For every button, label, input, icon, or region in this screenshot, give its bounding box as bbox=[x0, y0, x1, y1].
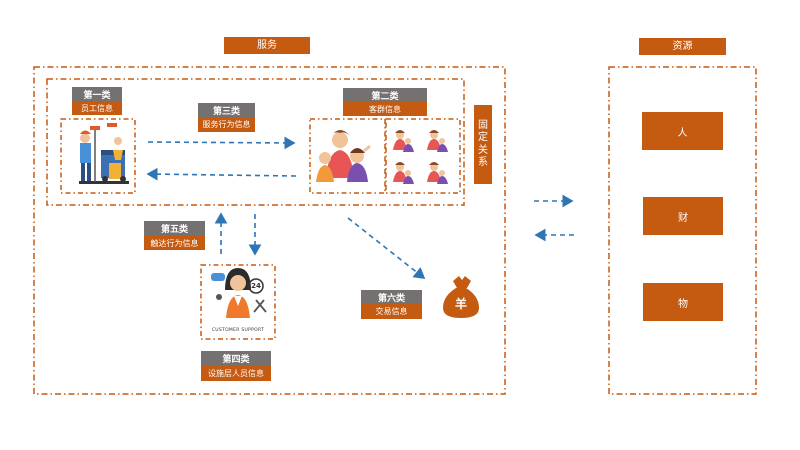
category-2-label: 第二类 bbox=[343, 88, 427, 102]
service-header: 服务 bbox=[224, 37, 310, 54]
fixed-relation-char: 关 bbox=[478, 144, 488, 156]
category-1-desc: 员工信息 bbox=[72, 101, 122, 115]
resource-header: 资源 bbox=[639, 38, 726, 55]
cleaner-icon bbox=[79, 123, 129, 184]
customer-family-icon bbox=[316, 130, 371, 182]
category-2-desc: 客群信息 bbox=[343, 102, 427, 116]
support-caption: CUSTOMER SUPPORT bbox=[211, 328, 265, 333]
inner-relation-border bbox=[46, 78, 465, 206]
fixed-relation-char: 定 bbox=[478, 132, 488, 143]
customer-icon-border bbox=[309, 118, 386, 194]
support-icon-border bbox=[200, 264, 276, 340]
category-3-label: 第三类 bbox=[198, 103, 255, 117]
customer-mini-icon bbox=[393, 130, 414, 152]
customer-support-icon bbox=[211, 268, 267, 318]
customer-mini-icons bbox=[393, 130, 448, 184]
fixed-relation-label: 固 定 关 系 bbox=[474, 105, 492, 184]
resource-materials: 物 bbox=[643, 283, 723, 321]
arrow-employee-to-customer bbox=[147, 136, 296, 150]
money-bag-icon bbox=[443, 276, 479, 318]
category-4-desc: 设施层人员信息 bbox=[201, 366, 271, 381]
fixed-relation-char: 固 bbox=[478, 119, 488, 131]
category-5-desc: 触达行为信息 bbox=[144, 236, 205, 250]
employee-icon-border bbox=[60, 118, 136, 194]
category-1-label: 第一类 bbox=[72, 87, 122, 101]
category-6-label: 第六类 bbox=[361, 290, 422, 304]
money-symbol: 羊 bbox=[454, 297, 467, 311]
resource-container-border bbox=[608, 66, 757, 395]
category-6-desc: 交易信息 bbox=[361, 304, 422, 319]
support-badge: 24 bbox=[251, 282, 261, 290]
resource-finance: 财 bbox=[643, 197, 723, 235]
category-3-desc: 服务行为信息 bbox=[198, 117, 255, 132]
customer-mini-icon bbox=[393, 162, 414, 184]
arrow-to-transaction bbox=[347, 217, 426, 279]
fixed-relation-char: 系 bbox=[478, 157, 488, 168]
category-4-label: 第四类 bbox=[201, 351, 271, 366]
customer-mini-icon bbox=[427, 162, 448, 184]
resource-people: 人 bbox=[642, 112, 723, 150]
service-container-border bbox=[33, 66, 506, 395]
customer-mini-icon bbox=[427, 130, 448, 152]
customer-group-border bbox=[385, 118, 461, 194]
category-5-label: 第五类 bbox=[144, 221, 205, 236]
arrow-customer-to-employee bbox=[146, 167, 297, 181]
